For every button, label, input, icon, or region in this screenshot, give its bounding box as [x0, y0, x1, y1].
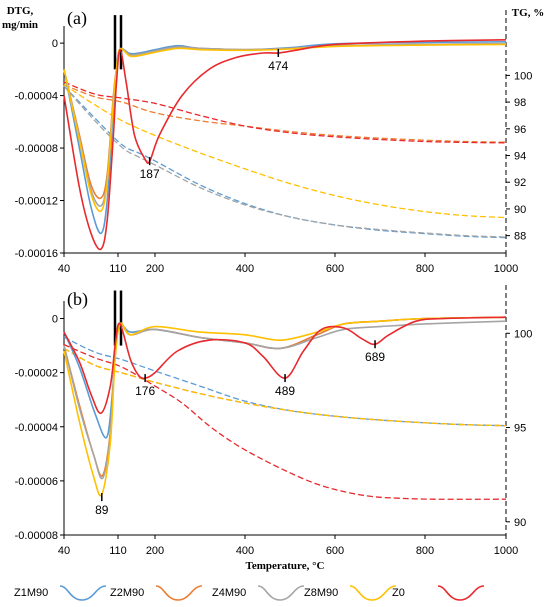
panel-a: 0 -0.00004 -0.00008 -0.00012 -0.00016 88 90 92 9… — [2, 5, 544, 275]
dtg-line-z0 — [63, 39, 507, 251]
y-right-tick-label: 90 — [514, 204, 526, 216]
tg-line-z0 — [63, 81, 507, 144]
dtg-line-z8m90 — [63, 316, 507, 497]
y-left-tick-label: -0.00004 — [15, 91, 58, 103]
panel-b: 0 -0.00002 -0.00004 -0.00006 -0.00008 90 95 100… — [15, 285, 532, 572]
legend-label: Z1M90 — [14, 587, 48, 599]
y-right-tick-label: 90 — [514, 517, 526, 529]
y-left-tick-label: -0.00004 — [15, 422, 58, 434]
x-tick-label: 40 — [58, 545, 70, 557]
y-left-tick-label: 0 — [52, 38, 58, 50]
y-left-axis-title: DTG, — [7, 5, 34, 17]
x-tick-label: 110 — [109, 263, 127, 275]
legend-swatch — [59, 585, 107, 601]
y-right-tick-label: 88 — [514, 231, 526, 243]
legend: Z1M90 Z2M90 Z4M90 Z8M90 Z0 — [14, 585, 485, 601]
dtg-line-z4m90 — [63, 320, 507, 480]
tg-line-z8m90 — [63, 84, 507, 219]
x-tick-label: 400 — [236, 545, 254, 557]
y-left-tick-label: -0.00008 — [15, 143, 58, 155]
tg-line-z8m90 — [63, 347, 507, 427]
x-tick-label: 600 — [326, 545, 344, 557]
x-tick-label: 800 — [416, 263, 434, 275]
legend-swatch — [437, 585, 485, 601]
y-right-axis-title: TG, % — [512, 7, 544, 19]
tg-line-z1m90 — [63, 85, 507, 239]
annotation-label: 474 — [268, 59, 288, 73]
tg-line-z4m90 — [63, 85, 507, 238]
y-left-tick-label: -0.00008 — [15, 530, 58, 542]
dtg-line-z1m90 — [63, 41, 507, 235]
annotation-label: 187 — [140, 167, 160, 181]
x-tick-label: 800 — [416, 545, 434, 557]
x-tick-label: 600 — [326, 263, 344, 275]
legend-swatch — [257, 585, 305, 601]
y-left-tick-label: -0.00002 — [15, 368, 58, 380]
y-right-tick-label: 92 — [514, 177, 526, 189]
y-right-tick-label: 96 — [514, 124, 526, 136]
y-left-tick-label: 0 — [52, 314, 58, 326]
y-right-tick-label: 94 — [514, 151, 526, 163]
legend-swatch — [349, 585, 397, 601]
y-left-tick-label: -0.00012 — [15, 196, 58, 208]
panel-label: (b) — [67, 289, 88, 310]
tg-line-z2m90 — [63, 84, 507, 143]
x-tick-label: 1000 — [494, 545, 518, 557]
y-right-tick-label: 95 — [514, 423, 526, 435]
y-right-tick-label: 98 — [514, 97, 526, 109]
legend-label: Z8M90 — [304, 587, 338, 599]
annotation-label: 176 — [135, 384, 155, 398]
legend-label: Z2M90 — [110, 587, 144, 599]
x-tick-label: 40 — [58, 263, 70, 275]
annotation-label: 689 — [365, 350, 385, 364]
x-axis-title: Temperature, °C — [246, 560, 325, 572]
legend-label: Z4M90 — [212, 587, 246, 599]
x-tick-label: 400 — [236, 263, 254, 275]
legend-label: Z0 — [392, 587, 405, 599]
annotation-label: 489 — [275, 384, 295, 398]
x-tick-label: 200 — [146, 545, 164, 557]
x-tick-label: 200 — [146, 263, 164, 275]
annotation-label: 89 — [95, 503, 109, 517]
y-left-tick-label: -0.00006 — [15, 476, 58, 488]
legend-swatch — [155, 585, 203, 601]
y-right-tick-label: 100 — [514, 70, 532, 82]
panel-label: (a) — [67, 8, 87, 29]
y-left-tick-label: -0.00016 — [15, 248, 58, 260]
x-tick-label: 110 — [109, 545, 127, 557]
y-left-axis-title: mg/min — [2, 19, 38, 31]
tg-line-z0 — [63, 344, 507, 500]
y-right-tick-label: 100 — [514, 328, 532, 340]
x-tick-label: 1000 — [494, 263, 518, 275]
